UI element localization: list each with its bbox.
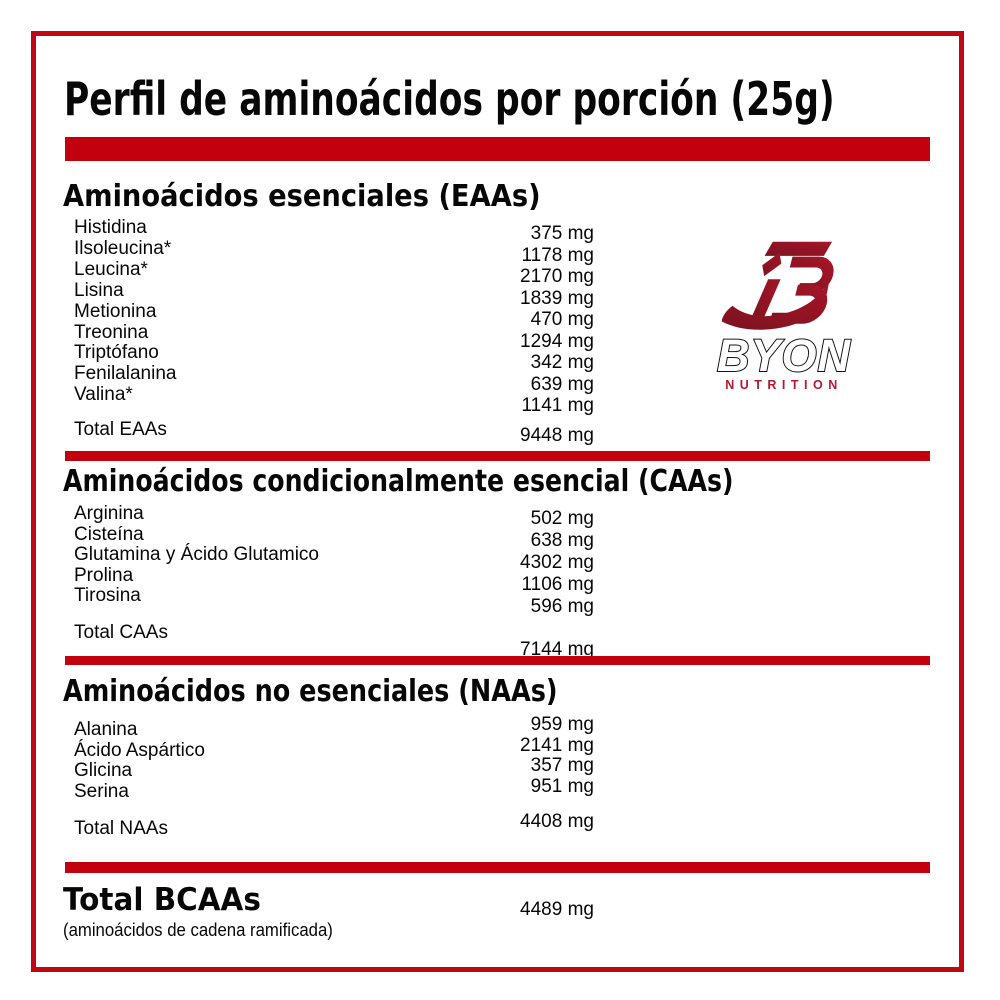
bcaa-total-label: Total BCAAs <box>63 882 261 918</box>
naa-total-label: Total NAAs <box>74 818 168 839</box>
amino-label: Glicina <box>74 760 133 782</box>
amino-label: Fenilalanina <box>74 363 177 385</box>
amino-label: Tirosina <box>74 585 141 607</box>
amino-label: Metionina <box>74 300 157 322</box>
byon-logo: BYON NUTRITION <box>716 241 852 392</box>
bcaa-note: (aminoácidos de cadena ramificada) <box>63 920 333 940</box>
amino-label: Treonina <box>74 321 149 343</box>
page-title: Perfil de aminoácidos por porción (25g) <box>64 72 835 126</box>
amino-value: 1294 mg <box>520 330 594 352</box>
amino-label: Glutamina y Ácido Glutamico <box>74 544 319 566</box>
amino-label: Ácido Aspártico <box>74 739 205 761</box>
naa-value-column: 959 mg 2141 mg 357 mg 951 mg <box>300 714 594 798</box>
amino-label: Cisteína <box>74 523 144 545</box>
section-divider-bar <box>65 656 930 665</box>
eaa-total-label: Total EAAs <box>74 419 167 440</box>
amino-value: 638 mg <box>530 530 594 551</box>
eaa-label-column: Histidina Ilsoleucina* Leucina* Lisina M… <box>74 217 177 406</box>
amino-value: 375 mg <box>530 223 594 244</box>
nutrition-tagline: NUTRITION <box>725 378 843 392</box>
section-divider-bar <box>65 862 930 873</box>
section-heading-naas: Aminoácidos no esenciales (NAAs) <box>63 674 558 709</box>
caa-label-column: Arginina Cisteína Glutamina y Ácido Glut… <box>74 503 319 607</box>
amino-value: 357 mg <box>530 755 594 777</box>
amino-value: 502 mg <box>530 508 594 529</box>
amino-label: Triptófano <box>74 342 159 364</box>
amino-value: 951 mg <box>530 776 594 798</box>
amino-value: 1178 mg <box>521 244 594 266</box>
amino-label: Alanina <box>74 719 138 740</box>
amino-value: 596 mg <box>530 596 594 617</box>
amino-value: 2141 mg <box>520 734 594 756</box>
caa-total-label: Total CAAs <box>74 622 168 643</box>
caa-total-value: 7144 mg <box>520 639 594 660</box>
amino-value: 1106 mg <box>521 574 594 595</box>
bcaa-total-value: 4489 mg <box>520 899 594 920</box>
amino-value: 959 mg <box>530 714 594 735</box>
amino-value: 2170 mg <box>520 266 594 287</box>
amino-label: Arginina <box>74 503 144 524</box>
amino-label: Ilsoleucina* <box>74 237 172 259</box>
border-frame <box>31 31 964 972</box>
amino-label: Lisina <box>74 279 124 301</box>
section-heading-eaas: Aminoácidos esenciales (EAAs) <box>63 179 541 214</box>
amino-label: Prolina <box>74 564 134 586</box>
amino-value: 470 mg <box>530 309 594 330</box>
amino-label: Leucina* <box>74 258 148 280</box>
amino-value: 4302 mg <box>520 552 594 573</box>
naa-label-column: Alanina Ácido Aspártico Glicina Serina <box>74 719 205 803</box>
byon-wordmark: BYON <box>717 330 852 381</box>
section-divider-bar <box>65 451 930 461</box>
section-heading-caas: Aminoácidos condicionalmente esencial (C… <box>63 464 734 499</box>
amino-label: Valina* <box>74 384 133 406</box>
eaa-value-column: 375 mg 1178 mg 2170 mg 1839 mg 470 mg 12… <box>300 223 594 417</box>
eaa-total-value: 9448 mg <box>520 425 594 446</box>
naa-total-value: 4408 mg <box>520 811 594 832</box>
amino-label: Serina <box>74 781 129 803</box>
title-accent-bar <box>65 137 930 161</box>
b-mark-icon <box>721 241 834 330</box>
caa-value-column: 502 mg 638 mg 4302 mg 1106 mg 596 mg <box>300 508 594 618</box>
amino-value: 639 mg <box>530 373 594 395</box>
amino-value: 1141 mg <box>521 395 594 416</box>
amino-value: 342 mg <box>530 352 594 373</box>
amino-value: 1839 mg <box>520 287 594 309</box>
amino-label: Histidina <box>74 217 147 238</box>
